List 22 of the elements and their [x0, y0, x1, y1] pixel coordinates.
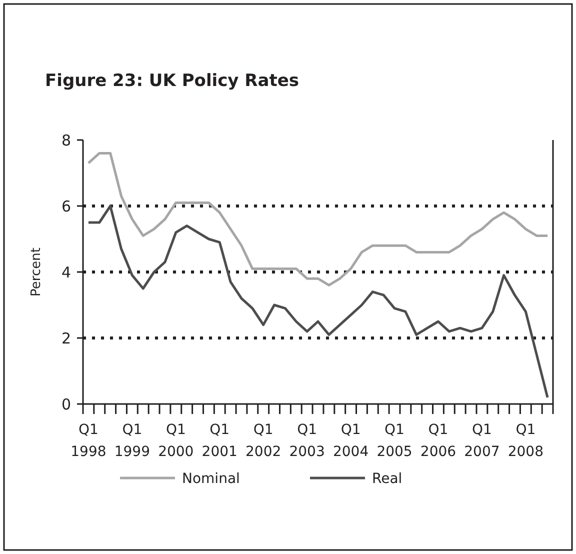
y-axis-title: Percent — [29, 248, 44, 296]
y-tick-label: 6 — [61, 197, 71, 216]
y-tick-label: 4 — [61, 263, 71, 282]
y-tick-label: 8 — [61, 131, 71, 150]
x-tick-label: Q1 2006 — [420, 422, 456, 460]
y-tick-label: 0 — [61, 395, 71, 414]
x-tick-label: Q1 2003 — [289, 422, 325, 460]
x-tick-label: Q1 1998 — [70, 422, 106, 460]
line-series — [87, 152, 549, 286]
x-tick-label: Q1 2008 — [508, 422, 544, 460]
x-tick-label: Q1 2005 — [376, 422, 412, 460]
legend-label: Real — [372, 470, 402, 487]
chart-title: Figure 23: UK Policy Rates — [45, 71, 300, 91]
y-tick-label: 2 — [61, 329, 71, 348]
x-tick-label: Q1 2001 — [202, 422, 238, 460]
line-series — [87, 204, 549, 399]
x-tick-label: Q1 2007 — [464, 422, 500, 460]
x-tick-label: Q1 2002 — [246, 422, 282, 460]
x-tick-label: Q1 1999 — [114, 422, 150, 460]
legend-label: Nominal — [182, 470, 240, 487]
x-tick-label: Q1 2000 — [158, 422, 194, 460]
x-tick-label: Q1 2004 — [332, 422, 369, 460]
